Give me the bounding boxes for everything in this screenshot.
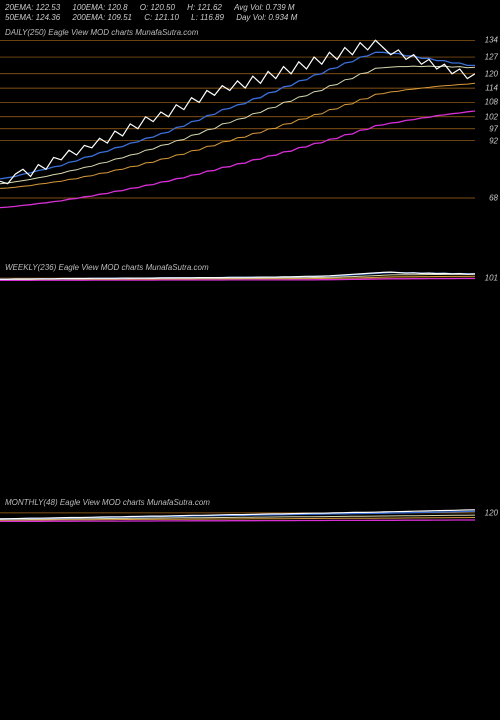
- weekly-chart: 101: [0, 261, 500, 476]
- high-stat: H: 121.62: [187, 3, 222, 13]
- avgvol-stat: Avg Vol: 0.739 M: [234, 3, 294, 13]
- axis-label: 127: [485, 53, 498, 62]
- low-stat: L: 116.89: [191, 13, 224, 23]
- ema20-stat: 20EMA: 122.53: [5, 3, 60, 13]
- open-stat: O: 120.50: [140, 3, 175, 13]
- axis-label: 101: [485, 274, 498, 283]
- axis-label: 120: [485, 69, 498, 78]
- axis-label: 114: [485, 84, 498, 93]
- monthly-title: MONTHLY(48) Eagle View MOD charts Munafa…: [5, 498, 210, 507]
- ema200-stat: 200EMA: 109.51: [72, 13, 132, 23]
- ema50-stat: 50EMA: 124.36: [5, 13, 60, 23]
- close-stat: C: 121.10: [144, 13, 179, 23]
- header-stats: 20EMA: 122.53 100EMA: 120.8 O: 120.50 H:…: [0, 0, 500, 23]
- stats-row-1: 20EMA: 122.53 100EMA: 120.8 O: 120.50 H:…: [5, 3, 495, 13]
- axis-label: 120: [485, 508, 498, 517]
- stats-row-2: 50EMA: 124.36 200EMA: 109.51 C: 121.10 L…: [5, 13, 495, 23]
- daily-title: DAILY(250) Eagle View MOD charts MunafaS…: [5, 28, 198, 37]
- daily-chart: 134 127 120 114 108 102 97 92 68: [0, 26, 500, 241]
- axis-label: 102: [485, 112, 498, 121]
- axis-label: 108: [485, 98, 498, 107]
- weekly-title: WEEKLY(236) Eagle View MOD charts Munafa…: [5, 263, 209, 272]
- axis-label: 134: [485, 36, 498, 45]
- dayvol-stat: Day Vol: 0.934 M: [236, 13, 297, 23]
- axis-label: 97: [489, 124, 498, 133]
- axis-label: 68: [489, 194, 498, 203]
- ema100-stat: 100EMA: 120.8: [72, 3, 127, 13]
- monthly-chart: 120: [0, 496, 500, 711]
- axis-label: 92: [489, 136, 498, 145]
